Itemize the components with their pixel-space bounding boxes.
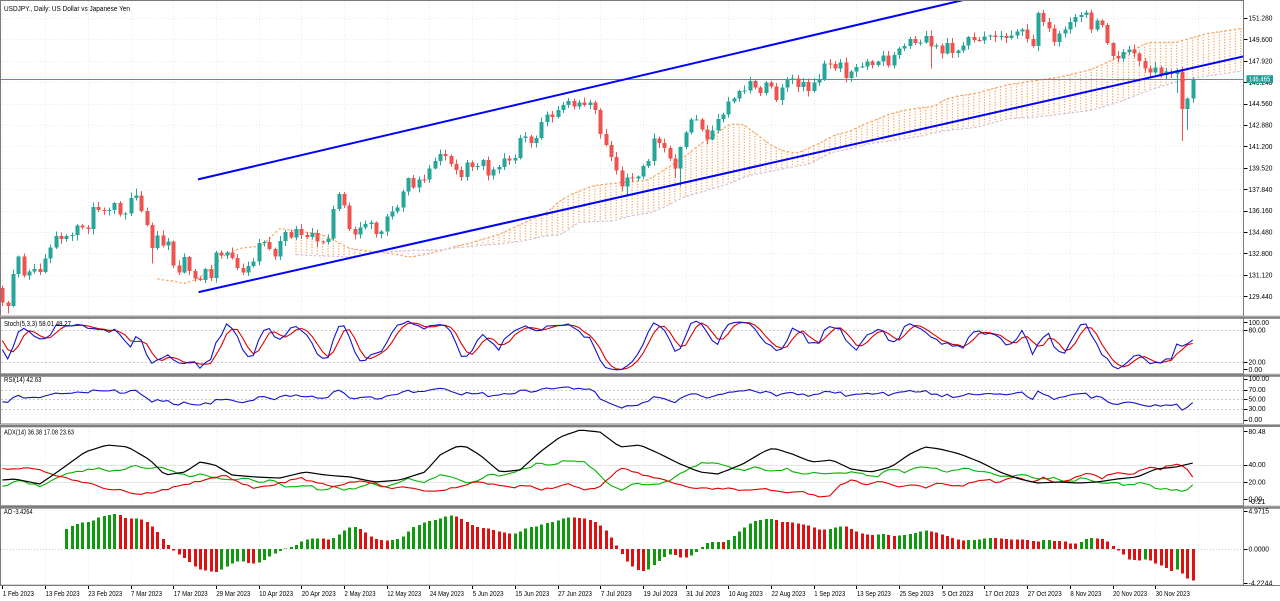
svg-text:50.00: 50.00	[1249, 397, 1266, 404]
svg-text:10 Aug 2023: 10 Aug 2023	[729, 589, 763, 598]
svg-text:-0.21: -0.21	[1249, 499, 1266, 506]
svg-text:136.160: 136.160	[1249, 208, 1273, 215]
svg-text:139.520: 139.520	[1249, 165, 1273, 172]
svg-text:USDJPY., Daily: US Dollar vs: USDJPY., Daily: US Dollar vs Japanese Ye…	[4, 6, 130, 13]
svg-text:129.440: 129.440	[1249, 294, 1273, 301]
svg-text:20 Apr 2023: 20 Apr 2023	[302, 589, 336, 598]
svg-text:30 Nov 2023: 30 Nov 2023	[1156, 589, 1190, 598]
svg-text:142.880: 142.880	[1249, 123, 1273, 130]
svg-text:5 Jun 2023: 5 Jun 2023	[473, 589, 504, 598]
svg-text:1 Sep 2023: 1 Sep 2023	[814, 589, 845, 598]
svg-text:RSI(14) 42.63: RSI(14) 42.63	[4, 377, 42, 384]
svg-text:ADX(14) 36.38 17.08 23.63: ADX(14) 36.38 17.08 23.63	[4, 429, 74, 436]
svg-text:13 Sep 2023: 13 Sep 2023	[857, 589, 891, 598]
svg-text:141.200: 141.200	[1249, 144, 1273, 151]
svg-text:147.920: 147.920	[1249, 58, 1273, 65]
svg-text:0.0000: 0.0000	[1249, 546, 1270, 553]
svg-text:20 Nov 2023: 20 Nov 2023	[1113, 589, 1147, 598]
svg-text:8 Nov 2023: 8 Nov 2023	[1070, 589, 1101, 598]
svg-text:80.00: 80.00	[1249, 327, 1266, 334]
svg-text:31 Jul 2023: 31 Jul 2023	[686, 589, 720, 598]
svg-text:7 Jul 2023: 7 Jul 2023	[601, 589, 632, 598]
svg-text:131.120: 131.120	[1249, 272, 1273, 279]
svg-text:0.00: 0.00	[1249, 417, 1263, 424]
svg-text:13 Feb 2023: 13 Feb 2023	[46, 589, 80, 598]
svg-text:5 Oct 2023: 5 Oct 2023	[942, 589, 973, 598]
svg-text:100.00: 100.00	[1249, 320, 1270, 327]
svg-text:146.465: 146.465	[1249, 77, 1271, 84]
svg-text:22 Aug 2023: 22 Aug 2023	[772, 589, 806, 598]
svg-text:80.48: 80.48	[1249, 429, 1266, 436]
svg-text:29 Mar 2023: 29 Mar 2023	[216, 589, 250, 598]
svg-text:17 Oct 2023: 17 Oct 2023	[985, 589, 1019, 598]
svg-text:149.600: 149.600	[1249, 37, 1273, 44]
svg-text:12 May 2023: 12 May 2023	[387, 589, 421, 598]
svg-text:146.240: 146.240	[1249, 80, 1273, 87]
svg-text:Stoch(5,3,3) 58.01 48.27: Stoch(5,3,3) 58.01 48.27	[4, 321, 71, 328]
svg-text:137.840: 137.840	[1249, 187, 1273, 194]
svg-text:30.00: 30.00	[1249, 406, 1266, 413]
svg-text:70.00: 70.00	[1249, 387, 1266, 394]
svg-text:4.9715: 4.9715	[1249, 508, 1270, 515]
svg-text:7 Mar 2023: 7 Mar 2023	[131, 589, 162, 598]
svg-text:-4.2244: -4.2244	[1249, 581, 1273, 588]
svg-text:1 Feb 2023: 1 Feb 2023	[3, 589, 34, 598]
svg-text:27 Jun 2023: 27 Jun 2023	[558, 589, 592, 598]
svg-text:10 Apr 2023: 10 Apr 2023	[259, 589, 293, 598]
svg-text:17 Mar 2023: 17 Mar 2023	[174, 589, 208, 598]
svg-text:AO -3.4264: AO -3.4264	[4, 509, 33, 516]
svg-text:2 May 2023: 2 May 2023	[345, 589, 376, 598]
svg-text:24 May 2023: 24 May 2023	[430, 589, 464, 598]
svg-text:100.00: 100.00	[1249, 376, 1270, 383]
svg-text:0.00: 0.00	[1249, 496, 1263, 503]
svg-text:144.560: 144.560	[1249, 101, 1273, 108]
svg-text:132.800: 132.800	[1249, 251, 1273, 258]
svg-text:23 Feb 2023: 23 Feb 2023	[88, 589, 122, 598]
svg-text:134.480: 134.480	[1249, 230, 1273, 237]
svg-text:19 Jul 2023: 19 Jul 2023	[643, 589, 677, 598]
svg-text:25 Sep 2023: 25 Sep 2023	[900, 589, 934, 598]
svg-text:20.00: 20.00	[1249, 360, 1266, 367]
svg-text:40.00: 40.00	[1249, 462, 1266, 469]
svg-text:151.280: 151.280	[1249, 16, 1273, 23]
svg-text:27 Oct 2023: 27 Oct 2023	[1028, 589, 1062, 598]
svg-text:20.00: 20.00	[1249, 479, 1266, 486]
svg-text:15 Jun 2023: 15 Jun 2023	[515, 589, 549, 598]
svg-text:0.00: 0.00	[1249, 367, 1263, 374]
